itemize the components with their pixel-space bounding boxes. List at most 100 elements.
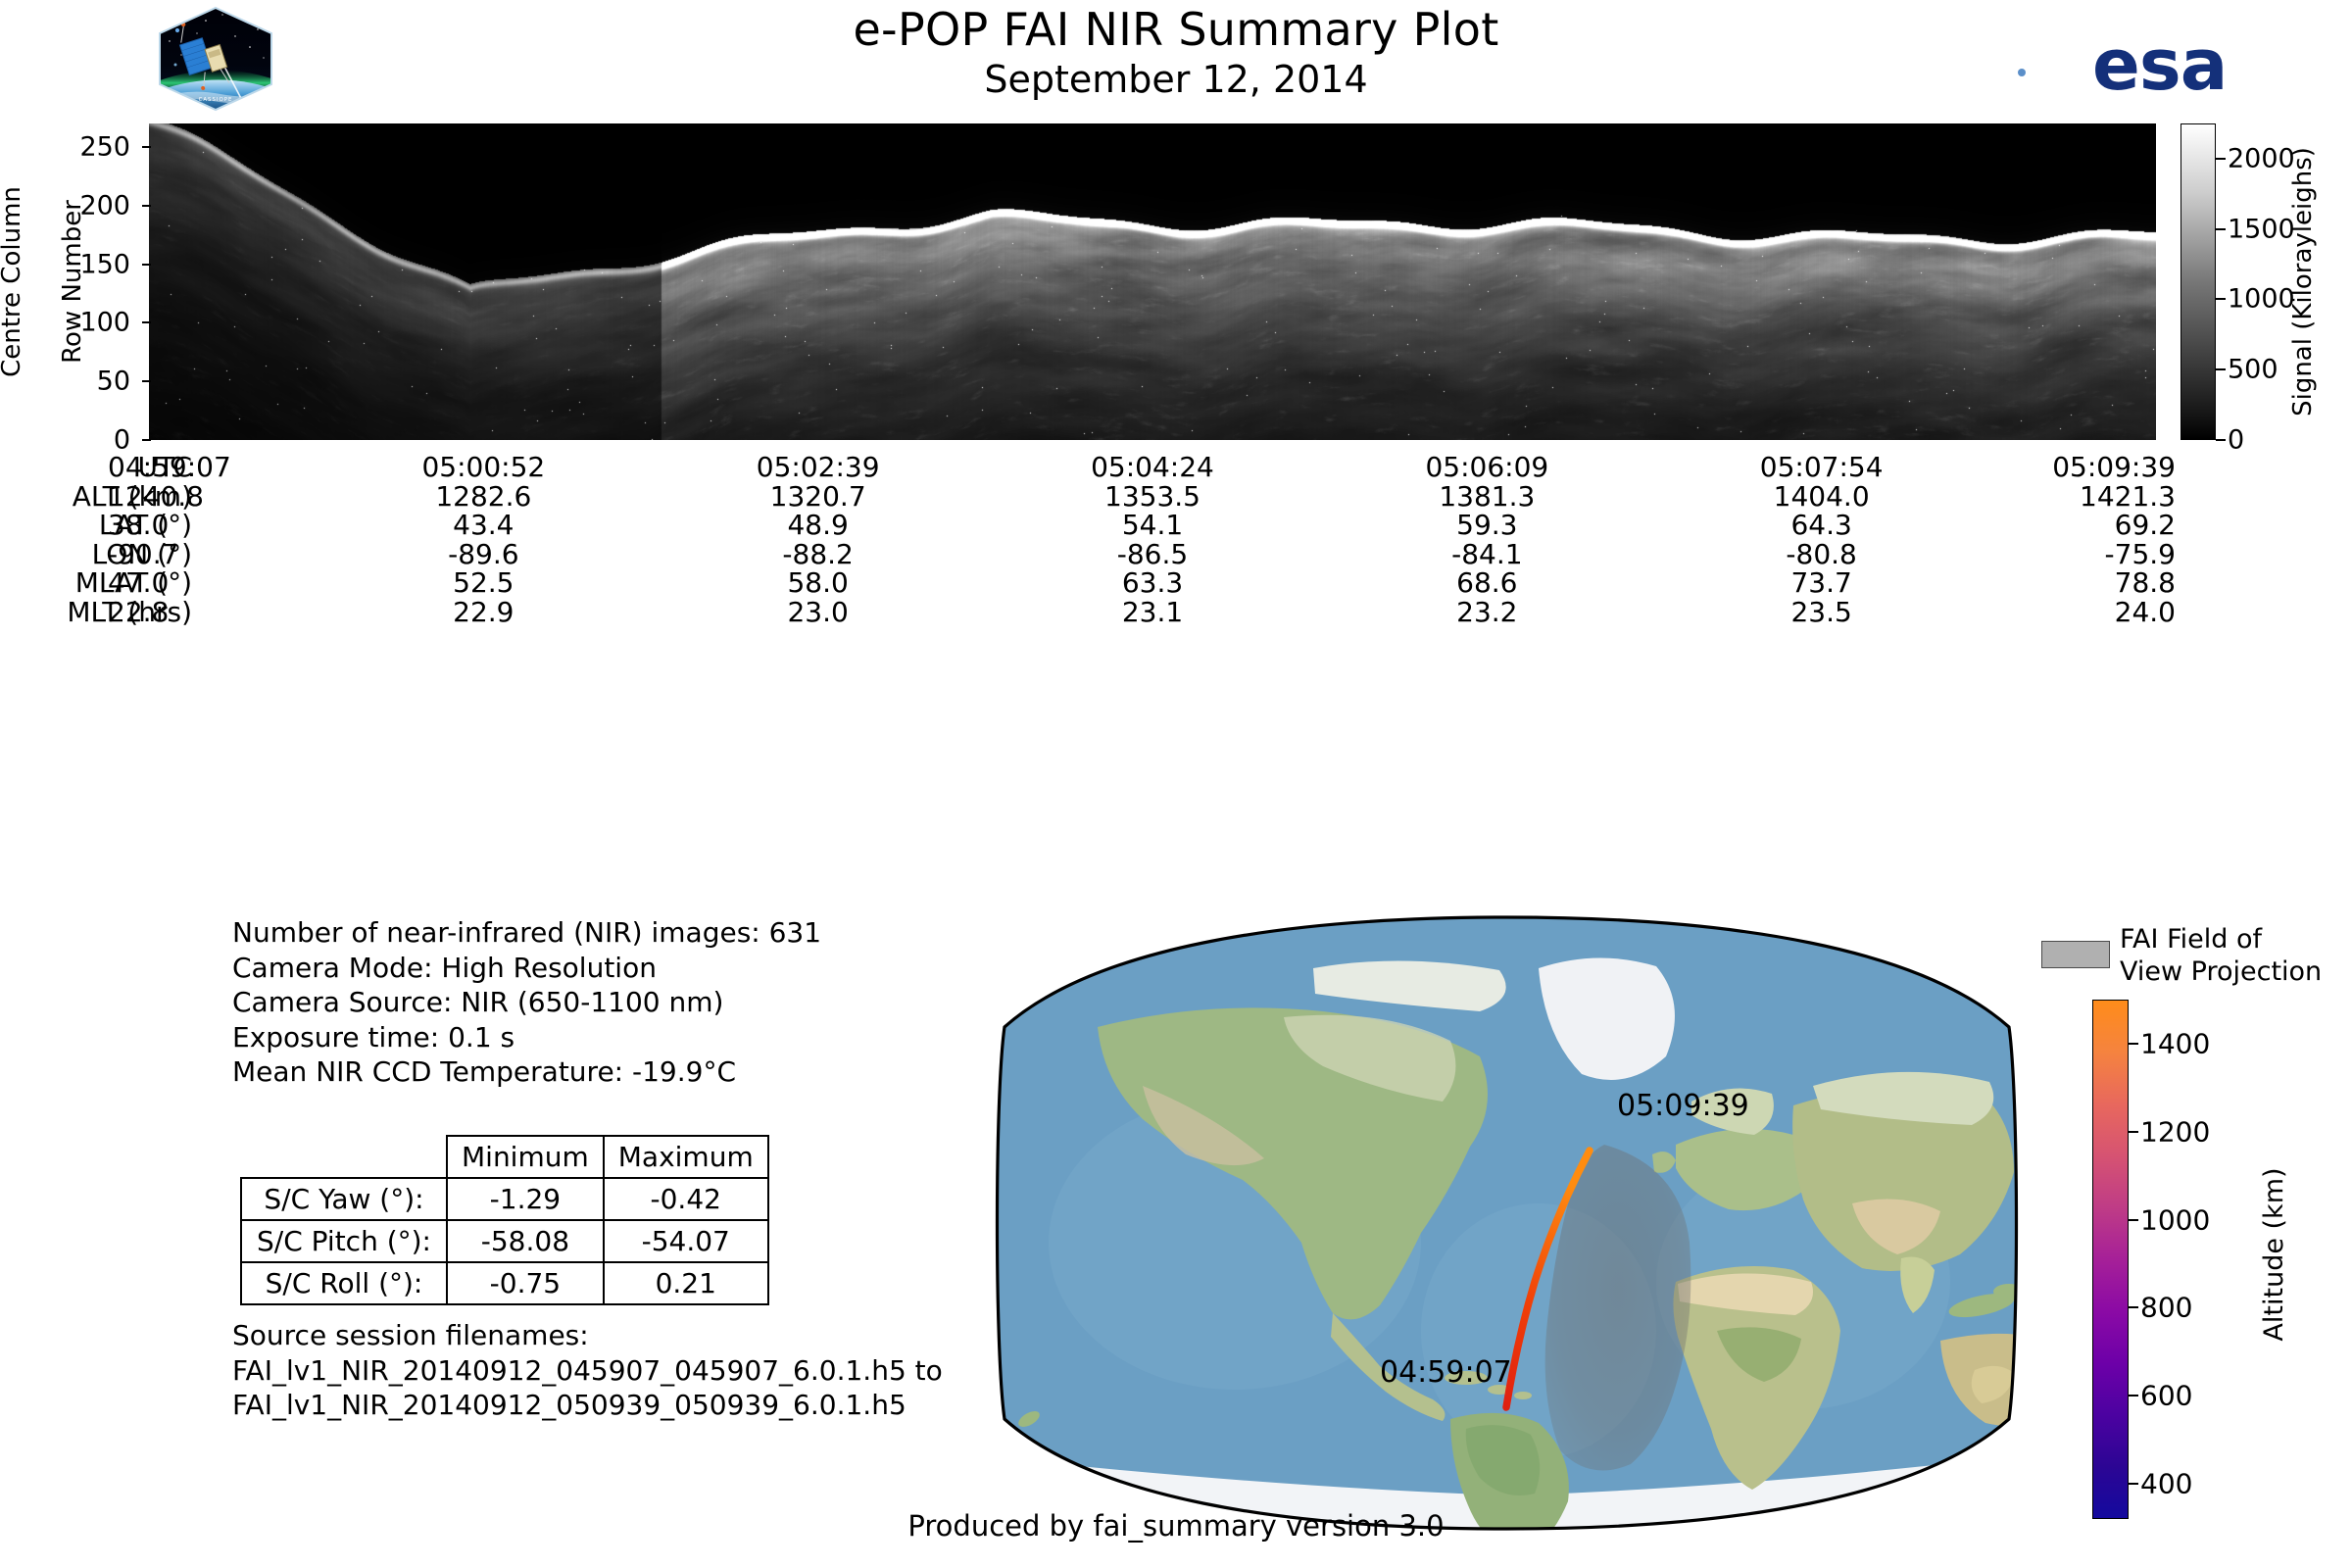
signal-colorbar-tick-label: 1500 (2228, 214, 2295, 245)
ephemeris-value: 69.2 (2114, 509, 2176, 541)
metadata-line-5: Mean NIR CCD Temperature: -19.9°C (232, 1055, 737, 1088)
ephemeris-row-label: ALT (km) (72, 479, 192, 513)
metadata-line-3: Camera Source: NIR (650-1100 nm) (232, 986, 724, 1018)
australia-interior (1971, 1365, 2015, 1403)
keogram-ytick-mark (142, 439, 151, 441)
keogram-ytick-label: 150 (79, 249, 130, 280)
arctic-islands (1313, 960, 1506, 1011)
altitude-colorbar-tick-mark (2129, 1483, 2138, 1486)
ephemeris-value: 52.5 (453, 566, 514, 599)
signal-colorbar-title: Signal (Kilorayleighs) (2288, 147, 2318, 416)
signal-colorbar-tick-mark (2216, 439, 2226, 441)
ephemeris-value: 1320.7 (769, 479, 866, 513)
signal-colorbar-tick-mark (2216, 157, 2226, 160)
signal-colorbar-tick-mark (2216, 298, 2226, 301)
keogram-ytick-mark (142, 204, 151, 207)
keogram-canvas (149, 123, 2156, 440)
ephemeris-value: 47.0 (108, 566, 170, 599)
fov-legend-swatch (2041, 941, 2110, 968)
ephemeris-value: 1404.0 (1773, 479, 1870, 513)
keogram-ytick-label: 100 (79, 307, 130, 338)
table-row: S/C Yaw (°): -1.29 -0.42 (240, 1177, 769, 1221)
canada-tundra (1284, 1014, 1456, 1102)
ephemeris-value: 54.1 (1121, 509, 1184, 541)
ephemeris-value: 1421.3 (2080, 479, 2176, 513)
central-africa (1717, 1327, 1801, 1382)
ephemeris-row-label: LON (°) (91, 537, 192, 570)
table-row: S/C Roll (°): -0.75 0.21 (240, 1261, 769, 1305)
ephemeris-row: UTC 04:59:07 05:00:52 05:02:39 05:04:24 05:06… (0, 453, 2283, 482)
ephemeris-value: 1282.6 (435, 479, 532, 513)
ephemeris-value: -80.8 (1786, 537, 1857, 570)
metadata-line-1: Number of near-infrared (NIR) images: 63… (232, 916, 822, 949)
yaw-maximum: -0.42 (602, 1177, 769, 1221)
altitude-colorbar-tick-mark (2129, 1130, 2138, 1133)
keogram-ytick-label: 50 (96, 366, 130, 397)
ephemeris-value: -90.7 (108, 537, 179, 570)
keogram-ytick-mark (142, 321, 151, 324)
title-block: e-POP FAI NIR Summary Plot September 12,… (0, 2, 2352, 102)
ephemeris-value: 22.8 (108, 595, 170, 628)
ephemeris-value: 05:06:09 (1425, 451, 1549, 483)
pitch-maximum: -54.07 (602, 1219, 769, 1263)
ephemeris-value: 23.1 (1121, 595, 1184, 628)
asia (1792, 1085, 2014, 1271)
map-content (997, 917, 2017, 1529)
keogram-image-panel (149, 123, 2156, 440)
yaxis-title-line3: Row Number (57, 200, 87, 364)
sahara (1678, 1273, 1813, 1315)
ephemeris-value: 1381.3 (1439, 479, 1536, 513)
ephemeris-value: 43.4 (453, 509, 514, 541)
metadata-line-4: Exposure time: 0.1 s (232, 1020, 515, 1054)
filename-line-2: FAI_lv1_NIR_20140912_050939_050939_6.0.1… (232, 1389, 906, 1421)
page-title: e-POP FAI NIR Summary Plot (853, 3, 1499, 56)
ephemeris-value: -75.9 (2104, 537, 2176, 570)
row-label-roll: S/C Roll (°): (240, 1261, 448, 1305)
orbit-track (1502, 1147, 1593, 1411)
scandinavia (1691, 1088, 1774, 1135)
row-label-pitch: S/C Pitch (°): (240, 1219, 448, 1263)
ephemeris-value: 1353.5 (1104, 479, 1200, 513)
ephemeris-value: 73.7 (1790, 566, 1852, 599)
world-map-panel: 05:09:39 04:59:07 (990, 909, 2024, 1537)
esa-logo: esa (1965, 18, 2318, 106)
ephemeris-row: LAT (°) 38.0 43.4 48.9 54.1 59.3 64.3 69.2 (0, 511, 2283, 540)
esa-wordmark: esa (2092, 24, 2227, 104)
ephemeris-row: LON (°) -90.7 -89.6 -88.2 -86.5 -84.1 -80.8 -75… (0, 537, 2283, 570)
fai-fov-footprint (1544, 1145, 1691, 1471)
ephemeris-value: 04:59:07 (108, 451, 231, 483)
altitude-colorbar-ticks: 400 600 800 1000 1200 1400 (2129, 1000, 2276, 1519)
ephemeris-value: -88.2 (782, 537, 854, 570)
ephemeris-value: 05:00:52 (421, 451, 546, 483)
header: CASSIOPE e-POP FAI NIR Summary Plot Sept… (0, 0, 2352, 118)
column-header-minimum: Minimum (446, 1135, 605, 1179)
yaw-minimum: -1.29 (446, 1177, 605, 1221)
altitude-colorbar-tick-label: 600 (2140, 1379, 2193, 1412)
ephemeris-value: -84.1 (1451, 537, 1523, 570)
signal-colorbar-tick-label: 1000 (2228, 283, 2295, 315)
table-corner-cell (241, 1136, 447, 1178)
ephemeris-value: 23.5 (1790, 595, 1852, 628)
filename-line-1: FAI_lv1_NIR_20140912_045907_045907_6.0.1… (232, 1353, 943, 1387)
keogram-ytick-label: 0 (113, 424, 130, 456)
signal-colorbar-tick-label: 2000 (2228, 143, 2295, 174)
footer: Produced by fai_summary version 3.0 (0, 1509, 2352, 1543)
metadata-line-2: Camera Mode: High Resolution (232, 951, 657, 984)
roll-minimum: -0.75 (446, 1261, 605, 1305)
table-row: S/C Pitch (°): -58.08 -54.07 (240, 1219, 769, 1263)
ephemeris-value: -89.6 (448, 537, 519, 570)
ephemeris-row-label: MLAT (°) (74, 566, 192, 599)
ephemeris-value: -86.5 (1116, 537, 1189, 570)
amazon (1465, 1425, 1541, 1495)
keogram-ytick-mark (142, 145, 151, 148)
map-time-label-start: 04:59:07 (1380, 1355, 1512, 1390)
cassiope-logo: CASSIOPE (152, 4, 279, 114)
british-isles (1652, 1152, 1676, 1173)
ephemeris-value: 24.0 (2114, 595, 2176, 628)
ephemeris-value: 58.0 (787, 566, 849, 599)
altitude-colorbar-tick-label: 1400 (2140, 1027, 2211, 1060)
altitude-colorbar-tick-mark (2129, 1042, 2138, 1045)
ephemeris-value: 63.3 (1121, 566, 1184, 599)
nw-terrain (1143, 1086, 1264, 1166)
altitude-colorbar-tick-label: 800 (2140, 1291, 2193, 1324)
